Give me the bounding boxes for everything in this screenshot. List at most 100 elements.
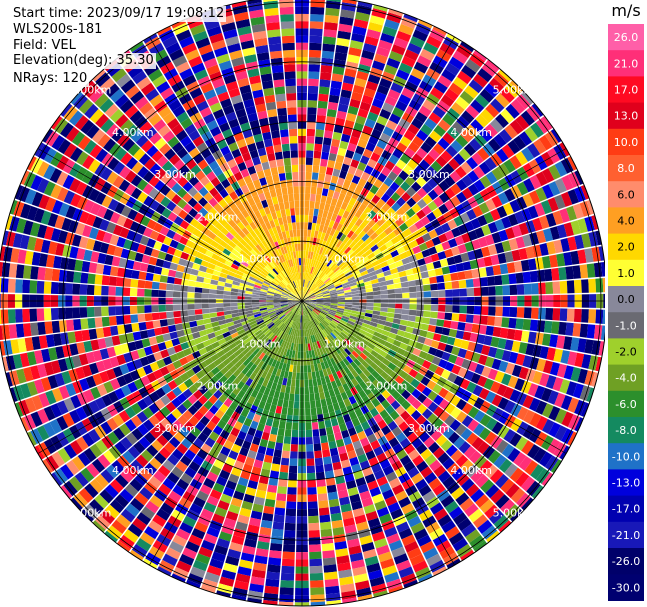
velocity-gate [373, 303, 381, 307]
velocity-gate [272, 367, 278, 376]
velocity-gate [204, 323, 213, 330]
velocity-gate [479, 175, 492, 188]
velocity-gate [401, 503, 415, 515]
velocity-gate [243, 325, 252, 332]
velocity-gate [539, 135, 553, 151]
velocity-gate [488, 450, 501, 464]
velocity-gate [311, 422, 319, 430]
velocity-gate [538, 282, 546, 295]
velocity-gate [206, 526, 220, 538]
velocity-gate [384, 341, 393, 349]
velocity-gate [474, 133, 488, 147]
velocity-gate [261, 431, 270, 441]
velocity-gate [194, 212, 204, 223]
velocity-gate [584, 248, 594, 263]
velocity-gate [175, 271, 184, 279]
velocity-gate [116, 354, 126, 366]
velocity-gate [101, 435, 114, 449]
velocity-gate [136, 179, 148, 191]
velocity-gate [260, 286, 269, 291]
velocity-gate [230, 165, 240, 175]
velocity-gate [237, 115, 249, 125]
velocity-gate [77, 135, 91, 150]
velocity-gate [409, 292, 417, 298]
velocity-gate [443, 320, 452, 329]
velocity-gate [536, 269, 546, 282]
velocity-gate [331, 264, 339, 272]
velocity-gate [317, 281, 324, 287]
velocity-gate [155, 422, 167, 434]
velocity-gate [508, 238, 519, 251]
velocity-gate [389, 477, 401, 489]
velocity-gate [71, 234, 82, 247]
velocity-gate [335, 284, 343, 289]
velocity-gate [273, 258, 280, 266]
velocity-gate [215, 261, 225, 268]
velocity-gate [280, 580, 294, 588]
velocity-gate [384, 226, 393, 236]
velocity-gate [390, 212, 400, 222]
velocity-gate [508, 273, 517, 285]
velocity-gate [30, 365, 41, 380]
velocity-gate [468, 79, 484, 94]
velocity-gate [437, 342, 447, 351]
velocity-gate [284, 522, 296, 531]
velocity-gate [232, 215, 241, 225]
velocity-gate [264, 229, 271, 238]
velocity-gate [278, 391, 285, 400]
velocity-gate [411, 181, 422, 192]
velocity-gate [588, 309, 597, 324]
velocity-gate [391, 44, 406, 56]
velocity-gate [111, 256, 121, 267]
velocity-gate [280, 296, 288, 299]
velocity-gate [505, 504, 521, 520]
velocity-gate [106, 368, 117, 381]
velocity-gate [349, 456, 360, 466]
velocity-gate [205, 371, 215, 380]
velocity-gate [103, 208, 114, 221]
velocity-gate [497, 338, 507, 350]
velocity-gate [412, 328, 421, 336]
velocity-gate [349, 181, 358, 191]
velocity-gate [422, 490, 436, 503]
velocity-gate [328, 271, 335, 278]
velocity-gate [333, 124, 344, 134]
velocity-gate [423, 154, 435, 166]
velocity-gate [134, 115, 148, 129]
velocity-gate [351, 33, 365, 43]
velocity-gate [297, 315, 300, 323]
velocity-gate [336, 291, 345, 295]
velocity-gate [288, 311, 294, 318]
velocity-gate [328, 287, 336, 292]
velocity-gate [212, 325, 221, 332]
velocity-gate [157, 566, 172, 576]
velocity-gate [551, 321, 560, 335]
velocity-gate [192, 228, 202, 237]
velocity-gate [308, 281, 313, 289]
velocity-gate [535, 332, 544, 345]
velocity-gate [278, 283, 285, 289]
velocity-gate [151, 281, 160, 290]
velocity-gate [227, 433, 237, 444]
velocity-gate [22, 308, 31, 323]
velocity-gate [376, 384, 386, 394]
velocity-gate [308, 244, 313, 252]
velocity-gate [245, 105, 257, 116]
velocity-gate [267, 322, 275, 329]
velocity-gate [315, 194, 322, 203]
velocity-gate [400, 212, 410, 223]
velocity-gate [318, 271, 324, 279]
velocity-gate [509, 432, 522, 447]
velocity-gate [149, 361, 160, 372]
velocity-gate [296, 307, 300, 315]
velocity-gate [364, 357, 373, 365]
velocity-gate [453, 338, 463, 348]
velocity-gate [137, 243, 147, 254]
velocity-gate [317, 107, 327, 116]
velocity-gate [460, 428, 473, 441]
velocity-gate [69, 409, 81, 424]
velocity-gate [367, 158, 377, 169]
velocity-gate [457, 271, 466, 280]
velocity-gate [396, 361, 406, 370]
velocity-gate [118, 179, 131, 192]
